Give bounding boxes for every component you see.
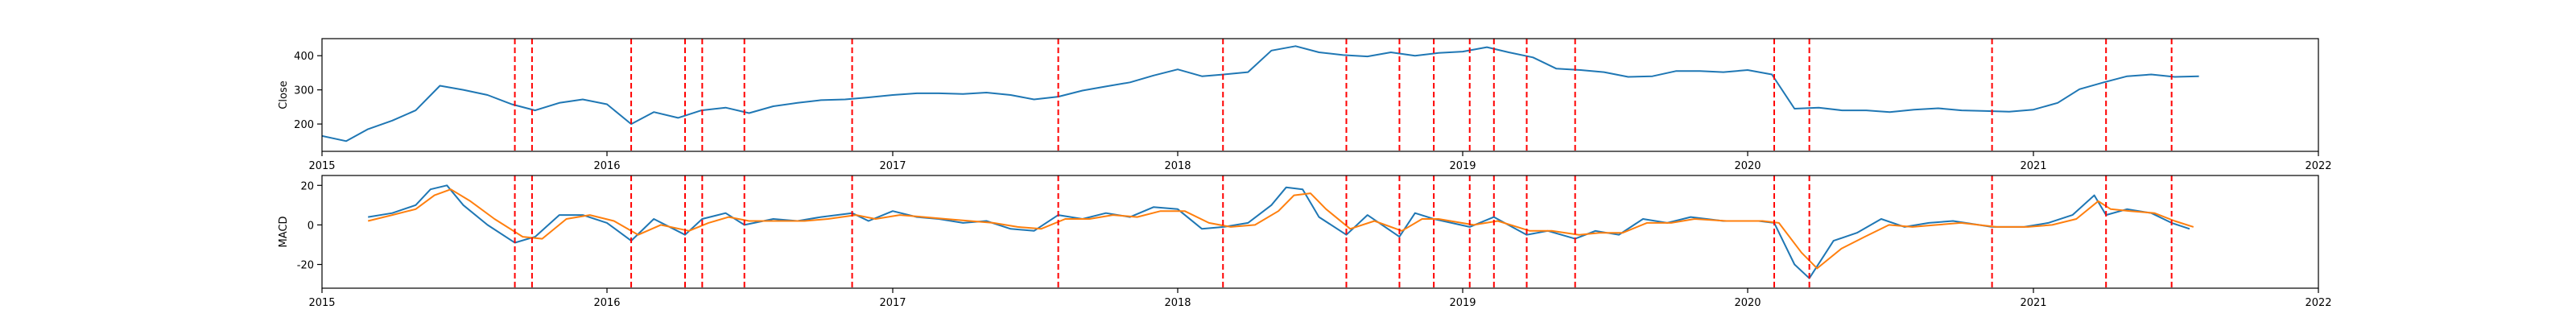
plot-area xyxy=(322,39,2199,151)
y-axis-label: Close xyxy=(278,80,290,109)
x-tick-label: 2015 xyxy=(308,160,335,172)
close-price-panel: 2015 2016 2017 2018 2019 2020 2021 2022 200 300 40… xyxy=(278,38,2332,172)
signal-series-line xyxy=(367,188,2194,270)
x-tick-label: 2018 xyxy=(1164,297,1191,309)
x-tick-label: 2015 xyxy=(308,297,335,309)
x-tick-label: 2020 xyxy=(1734,160,1761,172)
x-tick-label: 2016 xyxy=(593,297,620,309)
y-axis-label: MACD xyxy=(278,217,290,248)
macd-series-line xyxy=(368,184,2190,279)
y-tick-label: 400 xyxy=(294,51,314,63)
x-tick-label: 2018 xyxy=(1164,160,1191,172)
y-tick-label: -20 xyxy=(297,260,314,272)
macd-panel: 2015 2016 2017 2018 2019 2020 2021 2022 -20 0 20 MA… xyxy=(278,175,2332,309)
x-tick-label: 2022 xyxy=(2305,297,2331,309)
axes-frame xyxy=(321,175,2319,289)
axes-frame xyxy=(321,38,2319,152)
x-tick-label: 2016 xyxy=(593,160,620,172)
x-tick-label: 2022 xyxy=(2305,160,2331,172)
x-tick-label: 2020 xyxy=(1734,297,1761,309)
x-tick-label: 2019 xyxy=(1449,160,1476,172)
y-tick-label: 20 xyxy=(300,180,314,192)
x-tick-label: 2017 xyxy=(879,160,906,172)
y-tick-label: 300 xyxy=(294,85,314,97)
x-tick-label: 2019 xyxy=(1449,297,1476,309)
plot-area xyxy=(367,175,2194,288)
x-tick-label: 2021 xyxy=(2020,297,2046,309)
y-tick-label: 0 xyxy=(308,220,314,232)
y-tick-label: 200 xyxy=(294,119,314,131)
x-tick-label: 2017 xyxy=(879,297,906,309)
close-series-line xyxy=(322,45,2199,142)
x-tick-label: 2021 xyxy=(2020,160,2046,172)
